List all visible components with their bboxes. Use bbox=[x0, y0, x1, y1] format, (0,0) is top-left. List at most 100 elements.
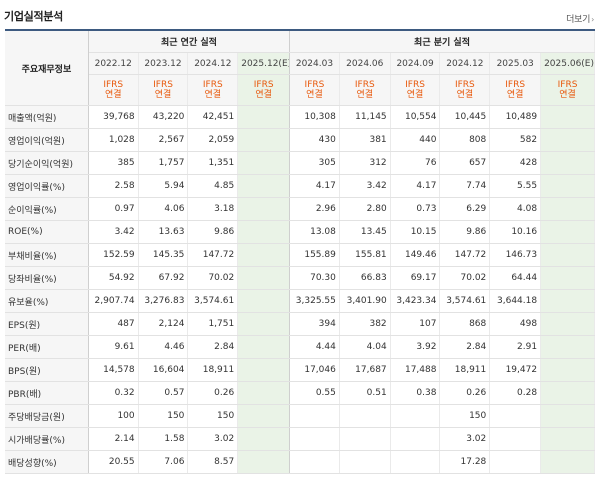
table-cell bbox=[540, 404, 595, 428]
period-header: 2022.12 bbox=[88, 52, 139, 75]
table-cell bbox=[540, 427, 595, 451]
ifrs-consolidated: 연결 bbox=[406, 90, 424, 100]
table-cell: 0.57 bbox=[138, 381, 189, 405]
table-cell: 147.72 bbox=[187, 243, 239, 267]
ifrs-standard: IFRS bbox=[103, 80, 124, 90]
table-cell: 0.73 bbox=[390, 197, 441, 221]
table-cell bbox=[237, 450, 291, 474]
ifrs-standard: IFRS bbox=[354, 80, 375, 90]
ifrs-standard: IFRS bbox=[454, 80, 475, 90]
table-cell bbox=[540, 151, 595, 175]
row-label: PER(배) bbox=[5, 335, 89, 359]
table-cell: 430 bbox=[289, 128, 340, 152]
table-cell bbox=[237, 197, 291, 221]
ifrs-consolidated: 연결 bbox=[204, 90, 222, 100]
table-cell: 4.46 bbox=[138, 335, 189, 359]
table-cell: 3.02 bbox=[439, 427, 491, 451]
table-cell: 19,472 bbox=[489, 358, 542, 382]
table-cell: 0.32 bbox=[88, 381, 139, 405]
table-cell: 312 bbox=[339, 151, 391, 175]
table-cell: 2.14 bbox=[88, 427, 139, 451]
ifrs-consolidated: 연결 bbox=[255, 90, 272, 100]
ifrs-standard: IFRS bbox=[304, 80, 325, 90]
table-cell: 657 bbox=[439, 151, 491, 175]
row-label: EPS(원) bbox=[5, 312, 89, 336]
table-cell bbox=[339, 427, 391, 451]
table-cell: 0.55 bbox=[289, 381, 340, 405]
table-row: ROE(%) 3.42 13.63 9.86 13.08 13.45 10.15 9.86 10… bbox=[5, 220, 595, 244]
table-cell bbox=[237, 128, 291, 152]
row-label: 당기순이익(억원) bbox=[5, 151, 89, 175]
table-cell: 3.42 bbox=[88, 220, 139, 244]
table-row: 배당성향(%) 20.55 7.06 8.57 17.28 bbox=[5, 450, 595, 474]
table-row: PBR(배) 0.32 0.57 0.26 0.55 0.51 0.38 0.26 0.28 bbox=[5, 381, 595, 405]
row-label: 영업이익(억원) bbox=[5, 128, 89, 152]
table-cell: 381 bbox=[339, 128, 391, 152]
ifrs-label: IFRS 연결 bbox=[237, 74, 291, 106]
table-cell bbox=[237, 243, 291, 267]
table-cell: 868 bbox=[439, 312, 491, 336]
table-cell: 3.02 bbox=[187, 427, 239, 451]
table-row: PER(배) 9.61 4.46 2.84 4.44 4.04 3.92 2.84 2.91 bbox=[5, 335, 595, 359]
table-cell bbox=[237, 312, 291, 336]
row-label: 순이익률(%) bbox=[5, 197, 89, 221]
table-cell bbox=[540, 174, 595, 198]
table-cell: 13.45 bbox=[339, 220, 391, 244]
table-cell: 76 bbox=[390, 151, 441, 175]
table-cell: 67.92 bbox=[138, 266, 189, 290]
table-cell: 2.58 bbox=[88, 174, 139, 198]
ifrs-consolidated: 연결 bbox=[306, 90, 323, 100]
table-row: 유보율(%) 2,907.74 3,276.83 3,574.61 3,325.55 3,… bbox=[5, 289, 595, 313]
ifrs-label: IFRS 연결 bbox=[540, 74, 595, 106]
table-cell: 107 bbox=[390, 312, 441, 336]
section-header: 기업실적분석 더보기› bbox=[0, 0, 600, 26]
table-cell: 498 bbox=[489, 312, 542, 336]
table-cell bbox=[540, 335, 595, 359]
section-title: 기업실적분석 bbox=[4, 10, 63, 23]
table-cell: 2.96 bbox=[289, 197, 340, 221]
period-header: 2024.03 bbox=[289, 52, 340, 75]
table-cell: 0.97 bbox=[88, 197, 139, 221]
annual-group-header: 최근 연간 실적 bbox=[88, 29, 291, 53]
ifrs-label: IFRS 연결 bbox=[187, 74, 239, 106]
table-cell: 4.06 bbox=[138, 197, 189, 221]
period-header: 2024.09 bbox=[390, 52, 441, 75]
table-cell bbox=[237, 404, 291, 428]
table-cell: 155.81 bbox=[339, 243, 391, 267]
row-label: 당좌비율(%) bbox=[5, 266, 89, 290]
table-cell: 382 bbox=[339, 312, 391, 336]
table-cell: 3,423.34 bbox=[390, 289, 441, 313]
table-cell: 4.17 bbox=[289, 174, 340, 198]
table-cell: 4.85 bbox=[187, 174, 239, 198]
table-cell: 147.72 bbox=[439, 243, 491, 267]
period-header: 2025.06(E) bbox=[540, 52, 595, 75]
table-cell bbox=[237, 174, 291, 198]
table-cell: 17.28 bbox=[439, 450, 491, 474]
table-cell bbox=[489, 427, 542, 451]
table-cell: 146.73 bbox=[489, 243, 542, 267]
corner-header: 주요재무정보 bbox=[5, 29, 89, 106]
table-cell bbox=[540, 105, 595, 129]
table-cell: 3,574.61 bbox=[187, 289, 239, 313]
table-cell: 10,308 bbox=[289, 105, 340, 129]
table-cell: 17,488 bbox=[390, 358, 441, 382]
table-cell: 2,059 bbox=[187, 128, 239, 152]
ifrs-label: IFRS 연결 bbox=[339, 74, 391, 106]
table-cell: 3.42 bbox=[339, 174, 391, 198]
row-label: 부채비율(%) bbox=[5, 243, 89, 267]
table-cell: 70.30 bbox=[289, 266, 340, 290]
ifrs-standard: IFRS bbox=[253, 80, 274, 90]
table-cell: 4.08 bbox=[489, 197, 542, 221]
table-cell: 428 bbox=[489, 151, 542, 175]
table-cell: 3.18 bbox=[187, 197, 239, 221]
table-cell bbox=[237, 335, 291, 359]
ifrs-consolidated: 연결 bbox=[559, 90, 576, 100]
table-cell: 0.26 bbox=[439, 381, 491, 405]
table-row: 영업이익률(%) 2.58 5.94 4.85 4.17 3.42 4.17 7.74 5.55 bbox=[5, 174, 595, 198]
more-link[interactable]: 더보기› bbox=[566, 12, 594, 25]
table-cell: 2.84 bbox=[439, 335, 491, 359]
table-cell: 150 bbox=[187, 404, 239, 428]
ifrs-consolidated: 연결 bbox=[356, 90, 374, 100]
table-cell: 1.58 bbox=[138, 427, 189, 451]
table-cell: 66.83 bbox=[339, 266, 391, 290]
